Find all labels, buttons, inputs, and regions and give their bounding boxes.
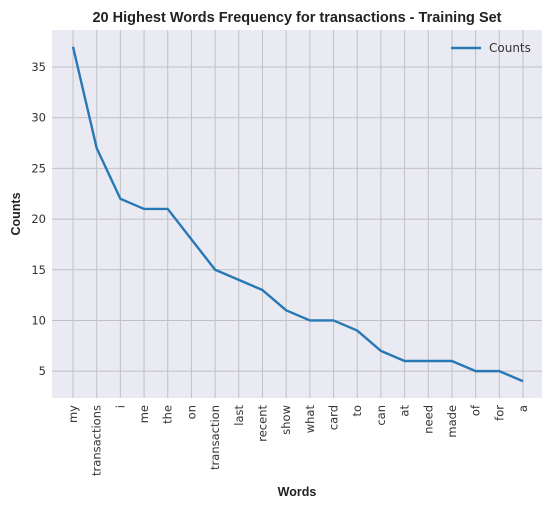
x-tick-label: my	[66, 405, 80, 423]
x-tick-label: transaction	[208, 405, 222, 470]
x-tick-label: need	[421, 405, 435, 434]
y-tick-label: 5	[39, 364, 46, 378]
x-axis-label: Words	[278, 485, 317, 499]
x-tick-label: recent	[255, 405, 269, 442]
x-tick-label: at	[398, 405, 412, 417]
x-tick-label: i	[113, 405, 127, 408]
legend: Counts	[451, 41, 531, 55]
x-tick-label: made	[445, 405, 459, 438]
x-tick-label: of	[469, 404, 483, 416]
x-tick-label: show	[279, 405, 293, 435]
x-tick-label: can	[374, 405, 388, 426]
x-tick-labels: my transactions i me the on transaction last rec…	[66, 404, 530, 476]
x-tick-label: on	[184, 405, 198, 419]
y-tick-label: 10	[31, 313, 46, 327]
x-tick-label: the	[161, 405, 175, 424]
y-tick-label: 35	[31, 60, 46, 74]
chart-title: 20 Highest Words Frequency for transacti…	[92, 10, 501, 26]
y-tick-label: 30	[31, 111, 46, 125]
x-tick-label: me	[137, 405, 151, 423]
legend-label-counts: Counts	[489, 41, 531, 55]
y-axis-label: Counts	[9, 192, 23, 235]
x-tick-label: to	[350, 405, 364, 417]
y-tick-labels: 5 10 15 20 25 30 35	[31, 60, 46, 378]
series-line-counts	[71, 46, 524, 383]
series-points	[72, 46, 524, 382]
y-tick-label: 20	[31, 212, 46, 226]
x-tick-label: last	[232, 405, 246, 426]
plot-area	[52, 30, 542, 398]
x-tick-label: transactions	[90, 405, 104, 476]
x-tick-label: for	[492, 405, 506, 421]
y-tick-label: 15	[31, 263, 46, 277]
x-tick-label: what	[303, 405, 317, 434]
x-tick-label: card	[327, 405, 341, 430]
y-tick-label: 25	[31, 161, 46, 175]
grid	[52, 30, 542, 398]
x-tick-label: a	[516, 405, 530, 412]
